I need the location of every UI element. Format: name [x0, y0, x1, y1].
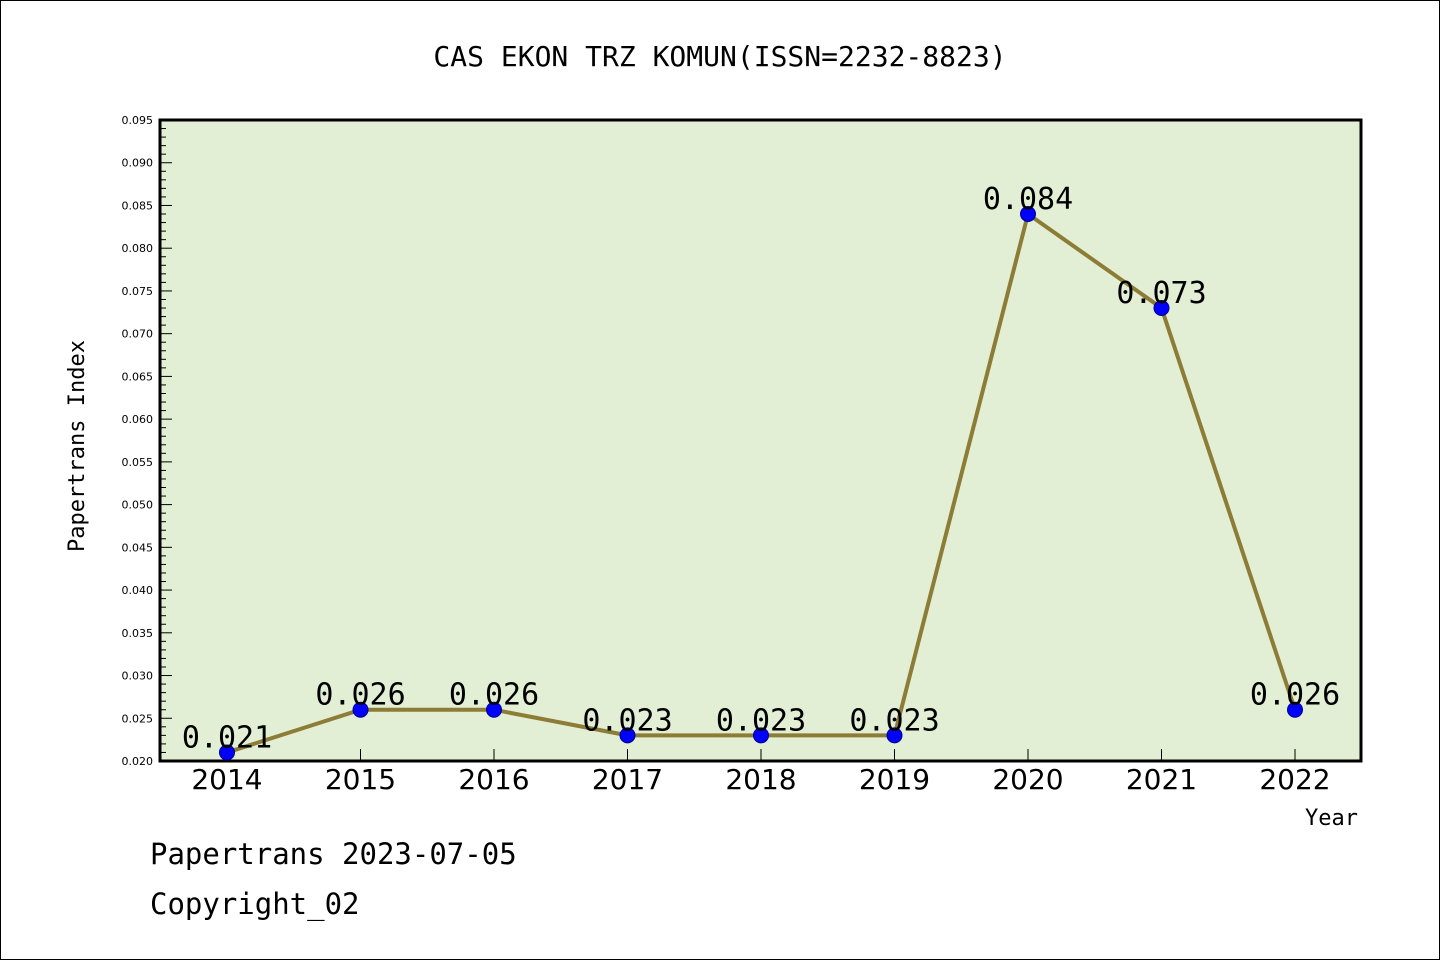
data-point [1153, 300, 1170, 317]
plot-area [158, 118, 1363, 763]
y-tick-label: 0.090 [122, 157, 154, 170]
data-point [1020, 206, 1036, 223]
y-tick-label: 0.085 [122, 199, 154, 212]
data-point [619, 727, 636, 744]
y-tick-label: 0.040 [122, 584, 154, 597]
data-point [753, 727, 769, 744]
data-label: 0.023 [716, 703, 806, 738]
x-axis-label: Year [1305, 806, 1358, 831]
footer-copyright: Copyright_02 [150, 887, 360, 922]
data-point [1287, 701, 1303, 718]
y-tick-label: 0.020 [122, 755, 154, 768]
data-point [886, 727, 903, 744]
x-tick-label: 2022 [1259, 763, 1330, 796]
y-tick-label: 0.095 [122, 114, 154, 127]
x-tick-label: 2021 [1126, 763, 1197, 796]
x-tick-label: 2014 [191, 763, 262, 796]
data-point [352, 701, 369, 718]
chart-title: CAS EKON TRZ KOMUN(ISSN=2232-8823) [433, 40, 1006, 73]
x-tick-label: 2018 [725, 763, 796, 796]
data-label: 0.026 [1250, 678, 1340, 713]
y-tick-label: 0.045 [122, 541, 154, 554]
y-tick-label: 0.055 [122, 456, 154, 469]
y-tick-label: 0.050 [122, 499, 154, 512]
data-point [486, 701, 502, 718]
y-tick-label: 0.070 [122, 328, 154, 341]
data-point [219, 744, 235, 761]
x-tick-label: 2019 [859, 763, 930, 796]
data-label: 0.026 [449, 678, 539, 713]
x-tick-label: 2020 [992, 763, 1063, 796]
x-tick-label: 2016 [458, 763, 529, 796]
x-tick-label: 2015 [325, 763, 396, 796]
y-tick-label: 0.030 [122, 670, 154, 683]
y-axis-label: Papertrans Index [65, 340, 90, 552]
y-tick-label: 0.080 [122, 242, 154, 255]
series-group: 0.021 0.026 0.026 0.023 0.023 0.023 0.084 0.073… [182, 182, 1340, 761]
y-tick-label: 0.025 [122, 712, 154, 725]
x-axis: 2014 2015 2016 2017 2018 2019 2020 2021 2022 [191, 749, 1331, 796]
y-tick-label: 0.060 [122, 413, 154, 426]
x-tick-label: 2017 [592, 763, 663, 796]
y-tick-label: 0.075 [122, 285, 154, 298]
data-label: 0.023 [582, 703, 672, 738]
footer-date: Papertrans 2023-07-05 [150, 837, 517, 871]
y-axis: 0.020 0.025 0.030 0.035 0.040 0.045 0.050 0.055… [122, 114, 172, 768]
data-label: 0.023 [849, 703, 939, 738]
data-label: 0.026 [315, 678, 405, 713]
data-label: 0.021 [182, 720, 272, 755]
data-label: 0.073 [1116, 276, 1206, 311]
y-tick-label: 0.035 [122, 627, 154, 640]
y-tick-label: 0.065 [122, 370, 154, 383]
data-label: 0.084 [983, 182, 1073, 217]
